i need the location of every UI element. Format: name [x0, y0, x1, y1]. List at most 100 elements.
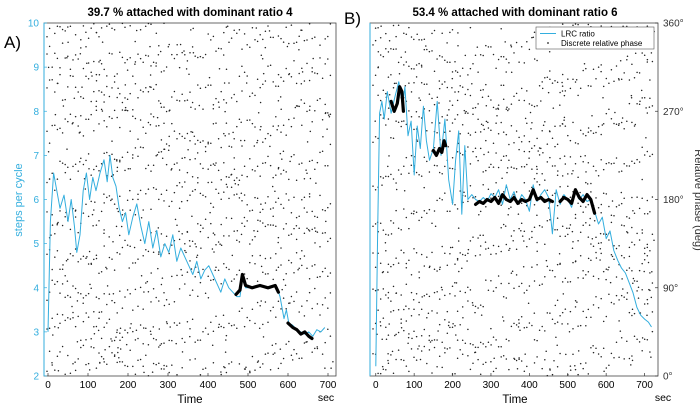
phase-dot: [513, 230, 515, 232]
phase-dot: [132, 330, 134, 333]
phase-dot: [258, 327, 261, 330]
phase-dot: [321, 208, 324, 211]
phase-dot: [500, 204, 502, 206]
phase-dot: [648, 106, 651, 108]
phase-dot: [267, 272, 269, 275]
phase-dot: [387, 263, 390, 266]
phase-dot: [161, 157, 164, 159]
phase-dot: [77, 125, 79, 127]
phase-dot: [469, 134, 472, 136]
phase-dot: [372, 252, 374, 254]
phase-dot: [240, 233, 243, 236]
phase-dot: [449, 326, 451, 329]
phase-dot: [82, 344, 85, 347]
phase-dot: [515, 130, 518, 132]
phase-dot: [392, 309, 395, 312]
phase-dot: [628, 357, 631, 360]
phase-dot: [456, 257, 459, 260]
phase-dot: [88, 250, 91, 253]
phase-dot: [508, 143, 510, 146]
phase-dot: [615, 247, 618, 250]
phase-dot: [487, 127, 490, 129]
phase-dot: [57, 82, 59, 85]
phase-dot: [419, 99, 422, 102]
phase-dot: [124, 26, 126, 28]
phase-dot: [520, 360, 523, 362]
phase-dot: [485, 44, 487, 47]
phase-dot: [277, 236, 280, 239]
phase-dot: [98, 170, 100, 172]
phase-dot: [379, 54, 382, 56]
phase-dot: [520, 87, 523, 90]
phase-dot: [426, 316, 428, 319]
phase-dot: [544, 121, 546, 123]
phase-dot: [308, 277, 311, 280]
phase-dot: [448, 321, 450, 323]
phase-dot: [546, 312, 549, 314]
phase-dot: [158, 346, 160, 348]
phase-dot: [490, 197, 492, 199]
phase-dot: [321, 150, 324, 152]
phase-dot: [222, 54, 225, 56]
phase-dot: [324, 209, 326, 212]
phase-dot: [108, 116, 111, 118]
phase-dot: [591, 238, 594, 240]
phase-dot: [316, 72, 319, 75]
phase-dot: [267, 25, 269, 27]
phase-dot: [372, 185, 374, 187]
phase-dot: [121, 209, 124, 211]
phase-dot: [631, 121, 633, 124]
phase-dot: [641, 289, 643, 291]
phase-dot: [638, 161, 641, 163]
phase-dot: [451, 122, 454, 124]
phase-dot: [544, 243, 546, 246]
phase-dot: [269, 368, 272, 371]
phase-dot: [403, 64, 405, 66]
phase-dot: [132, 262, 134, 264]
phase-dot: [469, 94, 472, 97]
phase-dot: [295, 216, 298, 219]
phase-dot: [400, 56, 402, 59]
phase-dot: [210, 39, 212, 41]
phase-dot: [314, 264, 316, 266]
phase-dot: [387, 334, 390, 336]
phase-dot: [605, 367, 608, 369]
phase-dot: [222, 314, 225, 317]
phase-dot: [156, 116, 159, 119]
phase-dot: [456, 150, 459, 153]
phase-dot: [150, 301, 152, 303]
phase-dot: [116, 166, 119, 169]
phase-dot: [454, 263, 456, 265]
phase-dot: [171, 244, 173, 246]
phase-dot: [220, 373, 222, 376]
phase-dot: [649, 289, 651, 292]
phase-dot: [418, 301, 420, 304]
phase-dot: [74, 216, 77, 218]
phase-dot: [518, 136, 520, 139]
phase-dot: [132, 108, 134, 111]
phase-dot: [129, 327, 131, 329]
phase-dot: [293, 196, 295, 199]
phase-dot: [541, 130, 543, 132]
phase-dot: [410, 315, 413, 317]
phase-dot: [119, 195, 121, 198]
phase-dot: [510, 272, 513, 274]
phase-dot: [559, 91, 561, 94]
phase-dot: [269, 164, 272, 167]
phase-dot: [314, 347, 316, 350]
x-tick-label: 300: [483, 380, 500, 391]
phase-dot: [441, 56, 443, 58]
phase-dot: [241, 48, 243, 50]
phase-dot: [400, 173, 402, 175]
phase-dot: [597, 125, 600, 128]
phase-dot: [259, 175, 261, 177]
phase-dot: [126, 332, 129, 334]
phase-dot: [527, 302, 530, 305]
phase-dot: [194, 55, 196, 57]
phase-dot: [121, 214, 124, 216]
phase-dot: [436, 312, 438, 314]
phase-dot: [119, 348, 122, 350]
phase-dot: [584, 155, 586, 157]
phase-dot: [618, 79, 620, 81]
phase-dot: [163, 292, 165, 294]
